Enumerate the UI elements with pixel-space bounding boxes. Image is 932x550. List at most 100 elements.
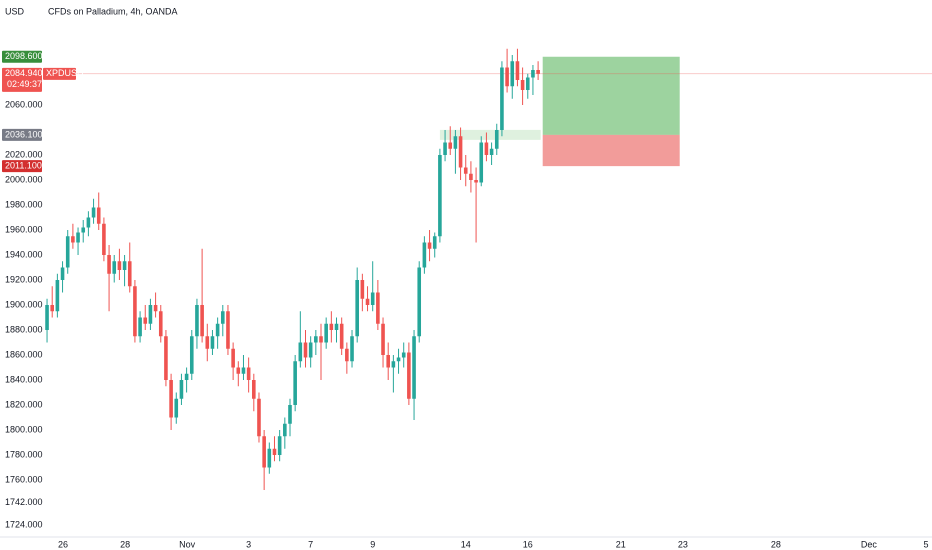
candle-body — [226, 311, 230, 349]
candle-body — [107, 255, 111, 274]
y-tick-label: 1840.000 — [5, 374, 43, 384]
x-tick-label: Nov — [179, 539, 196, 549]
candle-body — [376, 292, 380, 324]
candle-body — [391, 361, 396, 368]
candle-body — [200, 305, 204, 337]
candle-body — [153, 305, 158, 312]
candle-body — [169, 380, 173, 418]
target-badge-bg — [2, 50, 42, 63]
x-tick-label: 21 — [616, 539, 626, 549]
candle-body — [412, 336, 416, 399]
x-tick-label: 14 — [461, 539, 471, 549]
candle-body — [117, 261, 122, 270]
candle-body — [520, 80, 525, 90]
y-tick-label: 1800.000 — [5, 424, 43, 434]
candle-body — [345, 348, 349, 362]
y-tick-label: 1940.000 — [5, 249, 43, 259]
y-tick-label: 2000.000 — [5, 174, 43, 184]
candle-body — [96, 207, 101, 224]
candle-body — [45, 305, 49, 330]
candle-body — [355, 280, 359, 337]
candle-body — [448, 142, 453, 149]
candle-body — [236, 367, 241, 374]
candle-body — [133, 286, 137, 337]
candle-body — [334, 323, 339, 330]
candle-body — [474, 180, 478, 183]
entry-badge-bg — [2, 128, 42, 141]
candle-body — [370, 292, 375, 305]
candle-body — [164, 336, 168, 380]
stop-badge: 2011.100 — [5, 161, 42, 171]
candle-body — [432, 236, 437, 249]
profit-zone — [542, 56, 680, 135]
candle-body — [174, 398, 179, 418]
candle-body — [324, 323, 328, 343]
candle-body — [267, 448, 272, 468]
candle-body — [443, 142, 447, 155]
candle-body — [86, 217, 91, 228]
candle-body — [272, 448, 277, 455]
x-tick-label: 16 — [523, 539, 533, 549]
candle-body — [189, 336, 194, 374]
candle-body — [308, 342, 313, 358]
candle-body — [525, 77, 530, 90]
candle-body — [329, 323, 334, 330]
candle-body — [143, 317, 148, 324]
y-tick-label: 1900.000 — [5, 299, 43, 309]
candle-body — [257, 398, 261, 437]
candle-body — [179, 380, 184, 399]
stop-badge-bg — [2, 160, 42, 173]
candle-body — [453, 136, 458, 149]
y-tick-label: 2020.000 — [5, 149, 43, 159]
y-tick-label: 1880.000 — [5, 324, 43, 334]
y-tick-label: 1820.000 — [5, 399, 43, 409]
y-tick-label: 1780.000 — [5, 449, 43, 459]
y-tick-label: 1920.000 — [5, 274, 43, 284]
candle-body — [396, 357, 401, 362]
candle-body — [288, 405, 292, 424]
x-tick-label: 9 — [370, 539, 375, 549]
symbol: XPDUSD — [46, 68, 84, 78]
last-price-label: 2084.940 — [5, 68, 43, 78]
candle-body — [479, 142, 484, 183]
x-tick-label: 7 — [308, 539, 313, 549]
loss-zone — [542, 134, 680, 167]
y-tick-label: 1742.000 — [5, 497, 43, 507]
candle-body — [91, 207, 96, 218]
x-tick-label: 3 — [246, 539, 251, 549]
candle-body — [314, 336, 318, 343]
entry-badge: 2036.100 — [5, 129, 43, 139]
chart-title: CFDs on Palladium, 4h, OANDA — [48, 6, 178, 16]
candle-body — [484, 142, 489, 155]
y-tick-label: 1724.000 — [5, 519, 43, 529]
candle-body — [65, 236, 70, 268]
candle-body — [500, 67, 504, 130]
candle-body — [319, 336, 323, 343]
y-tick-label: 1980.000 — [5, 199, 43, 209]
x-tick-label: 26 — [58, 539, 68, 549]
entry-zone — [439, 129, 541, 140]
x-tick-label: 23 — [678, 539, 688, 549]
candle-body — [422, 242, 427, 268]
candle-body — [112, 261, 117, 274]
candle-body — [210, 336, 215, 349]
candle-body — [489, 148, 494, 155]
candle-body — [122, 261, 127, 270]
candle-body — [401, 352, 406, 358]
candle-body — [246, 367, 251, 380]
candle-body — [205, 336, 210, 349]
candle-body — [148, 305, 153, 324]
candle-body — [365, 298, 370, 305]
candle-body — [81, 227, 86, 233]
candle-body — [277, 436, 282, 455]
candle-body — [215, 323, 220, 337]
last-price-bg — [2, 67, 42, 92]
candle-body — [127, 261, 132, 287]
candle-body — [220, 311, 225, 324]
y-tick-label: 1860.000 — [5, 349, 43, 359]
x-tick-label: Dec — [861, 539, 878, 549]
y-tick-label: 2060.000 — [5, 99, 43, 109]
candle-body — [350, 336, 354, 362]
candle-body — [469, 173, 473, 180]
candle-body — [55, 280, 60, 312]
